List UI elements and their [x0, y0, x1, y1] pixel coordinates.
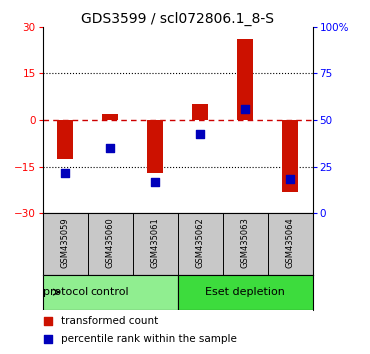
Text: GSM435062: GSM435062	[196, 217, 205, 268]
Text: GSM435063: GSM435063	[240, 217, 250, 268]
Bar	[147, 120, 163, 173]
Bar	[192, 104, 208, 120]
Point	[242, 106, 248, 112]
Text: GSM435064: GSM435064	[286, 217, 295, 268]
Point	[287, 176, 293, 182]
Text: GSM435059: GSM435059	[61, 217, 70, 268]
Text: control: control	[91, 287, 130, 297]
Point	[197, 131, 203, 137]
Point	[45, 318, 51, 324]
Bar	[102, 114, 118, 120]
Bar	[43, 275, 178, 310]
Point	[62, 170, 68, 176]
Point	[152, 179, 158, 185]
Bar	[57, 120, 73, 159]
Text: transformed count: transformed count	[61, 316, 159, 326]
Bar	[178, 275, 313, 310]
Point	[45, 336, 51, 342]
Text: protocol: protocol	[43, 287, 89, 297]
Title: GDS3599 / scl072806.1_8-S: GDS3599 / scl072806.1_8-S	[81, 11, 274, 25]
Text: percentile rank within the sample: percentile rank within the sample	[61, 334, 237, 344]
Text: GSM435060: GSM435060	[105, 217, 115, 268]
Bar	[282, 120, 298, 192]
Point	[107, 145, 113, 151]
Bar	[237, 39, 253, 120]
Text: Eset depletion: Eset depletion	[205, 287, 285, 297]
Text: GSM435061: GSM435061	[151, 217, 159, 268]
